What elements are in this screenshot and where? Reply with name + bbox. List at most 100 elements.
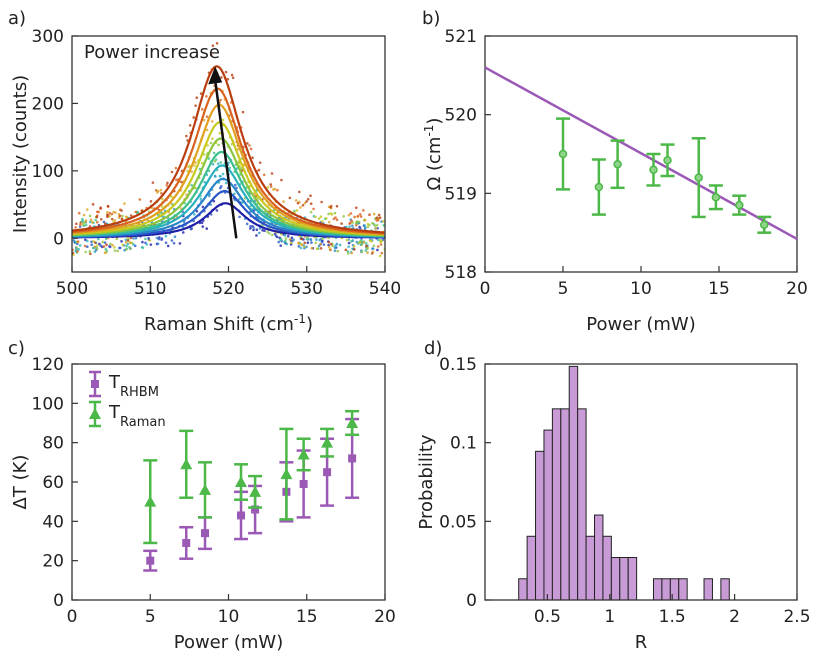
noise-point — [178, 242, 182, 245]
x-tick-label: 5 — [558, 279, 569, 299]
noise-point — [134, 210, 138, 214]
noise-point — [289, 241, 293, 244]
noise-point — [303, 201, 307, 205]
noise-point — [335, 204, 339, 208]
noise-point — [201, 205, 205, 209]
noise-point — [375, 216, 379, 219]
noise-point — [353, 215, 356, 219]
noise-point — [103, 241, 107, 244]
x-tick-label: 10 — [630, 279, 652, 299]
noise-point — [126, 242, 130, 246]
power-arrow — [213, 80, 238, 239]
noise-point — [266, 186, 270, 189]
noise-point — [297, 241, 300, 245]
noise-point — [151, 181, 155, 184]
noise-point — [84, 238, 87, 242]
data-point-triangle — [249, 485, 262, 497]
y-tick-label: 40 — [42, 512, 64, 532]
noise-point — [88, 214, 92, 218]
noise-point — [156, 242, 160, 246]
noise-point — [319, 242, 322, 246]
noise-point — [248, 144, 251, 147]
noise-point — [370, 252, 374, 255]
noise-point — [246, 142, 249, 145]
noise-point — [347, 213, 351, 217]
noise-point — [238, 215, 241, 219]
noise-point — [266, 230, 269, 234]
noise-point — [84, 223, 88, 227]
noise-point — [192, 116, 196, 119]
noise-point — [103, 251, 107, 254]
panel-label: c) — [8, 338, 25, 359]
data-point — [711, 193, 721, 202]
noise-point — [375, 223, 379, 227]
histogram-bar — [535, 450, 545, 601]
noise-point — [111, 243, 114, 247]
power-arrow-head — [208, 66, 223, 85]
x-axis-label: Power (mW) — [586, 314, 696, 335]
noise-point — [319, 247, 323, 250]
x-axis-label: R — [635, 632, 648, 653]
x-tick-label: 5 — [145, 607, 156, 627]
spectrum-fit-line — [72, 137, 385, 237]
noise-point — [310, 246, 314, 250]
noise-point — [108, 211, 112, 215]
histogram-bar — [585, 535, 596, 601]
noise-point — [89, 218, 93, 222]
noise-point — [305, 200, 308, 203]
noise-point — [76, 250, 79, 253]
noise-point — [331, 244, 334, 248]
noise-point — [329, 242, 333, 246]
noise-point — [78, 244, 82, 247]
noise-point — [207, 194, 211, 198]
x-tick-label: 15 — [296, 607, 318, 627]
data-point — [735, 200, 744, 210]
noise-point — [336, 249, 340, 253]
noise-point — [218, 186, 222, 190]
noise-point — [104, 247, 108, 251]
noise-point — [91, 203, 95, 206]
noise-point — [379, 243, 383, 246]
noise-point — [75, 222, 78, 226]
noise-point — [85, 245, 89, 249]
noise-point — [372, 244, 376, 248]
noise-point — [257, 231, 261, 235]
legend-label: TRHBM — [108, 372, 159, 400]
noise-point — [96, 237, 100, 241]
noise-point — [126, 239, 130, 242]
noise-point — [333, 249, 337, 253]
histogram-bar — [669, 578, 680, 601]
noise-point — [297, 245, 301, 248]
histogram-bar — [627, 557, 638, 601]
noise-point — [88, 250, 92, 253]
noise-point — [123, 202, 126, 205]
noise-point — [205, 227, 209, 230]
histogram-bar — [703, 578, 713, 601]
noise-point — [205, 95, 208, 98]
noise-point — [125, 244, 128, 248]
noise-point — [180, 180, 183, 184]
noise-point — [199, 92, 203, 95]
noise-point — [94, 241, 97, 244]
noise-point — [269, 185, 273, 188]
noise-point — [317, 217, 321, 220]
noise-point — [125, 215, 128, 219]
noise-point — [257, 168, 261, 172]
panel-label: a) — [8, 8, 26, 29]
data-point-square — [237, 511, 246, 520]
y-tick-label: 0 — [466, 591, 477, 611]
noise-point — [170, 170, 174, 174]
noise-point — [205, 128, 209, 132]
noise-point — [224, 181, 228, 185]
x-tick-label: 20 — [786, 279, 808, 299]
noise-point — [99, 206, 102, 209]
noise-point — [81, 217, 84, 221]
noise-point — [327, 212, 330, 216]
data-point-triangle — [321, 436, 334, 448]
noise-point — [329, 205, 332, 209]
noise-point — [334, 244, 337, 247]
data-point — [594, 182, 604, 192]
noise-point — [354, 206, 358, 210]
histogram-bar — [619, 557, 629, 601]
noise-point — [349, 212, 353, 215]
